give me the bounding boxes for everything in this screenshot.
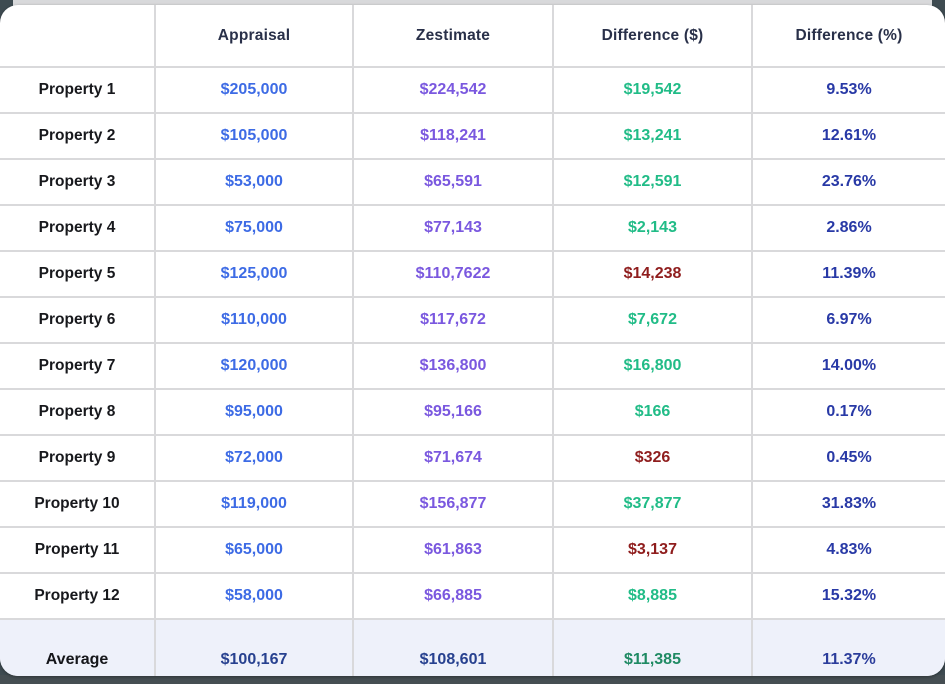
difference-usd-value: $37,877 <box>552 480 753 528</box>
difference-pct-value: 4.83% <box>751 526 945 574</box>
page-top-strip <box>13 0 932 6</box>
appraisal-value: $72,000 <box>154 434 354 482</box>
average-label: Average <box>0 618 156 676</box>
table-row: Property 12 $58,000 $66,885 $8,885 15.32% <box>0 572 945 620</box>
property-label: Property 4 <box>0 204 156 252</box>
table-row: Property 1 $205,000 $224,542 $19,542 9.53% <box>0 66 945 114</box>
property-label: Property 7 <box>0 342 156 390</box>
property-label: Property 2 <box>0 112 156 160</box>
comparison-table-card: Appraisal Zestimate Difference ($) Diffe… <box>0 5 945 676</box>
difference-usd-value: $7,672 <box>552 296 753 344</box>
difference-pct-value: 9.53% <box>751 66 945 114</box>
difference-pct-value: 11.39% <box>751 250 945 298</box>
zestimate-value: $118,241 <box>352 112 554 160</box>
col-header-zestimate: Zestimate <box>352 5 554 68</box>
appraisal-value: $205,000 <box>154 66 354 114</box>
difference-usd-value: $14,238 <box>552 250 753 298</box>
average-row: Average $100,167 $108,601 $11,385 11.37% <box>0 618 945 676</box>
difference-pct-value: 12.61% <box>751 112 945 160</box>
difference-usd-value: $8,885 <box>552 572 753 620</box>
property-label: Property 1 <box>0 66 156 114</box>
difference-pct-value: 0.45% <box>751 434 945 482</box>
table-row: Property 10 $119,000 $156,877 $37,877 31.83% <box>0 480 945 528</box>
zestimate-value: $61,863 <box>352 526 554 574</box>
zestimate-value: $136,800 <box>352 342 554 390</box>
average-appraisal-value: $100,167 <box>154 618 354 676</box>
average-difference-pct-value: 11.37% <box>751 618 945 676</box>
table-row: Property 2 $105,000 $118,241 $13,241 12.61% <box>0 112 945 160</box>
appraisal-value: $110,000 <box>154 296 354 344</box>
property-label: Property 6 <box>0 296 156 344</box>
property-label: Property 12 <box>0 572 156 620</box>
difference-usd-value: $3,137 <box>552 526 753 574</box>
difference-pct-value: 14.00% <box>751 342 945 390</box>
table-row: Property 5 $125,000 $110,7622 $14,238 11.39% <box>0 250 945 298</box>
header-row: Appraisal Zestimate Difference ($) Diffe… <box>0 5 945 68</box>
difference-pct-value: 0.17% <box>751 388 945 436</box>
property-label: Property 5 <box>0 250 156 298</box>
difference-pct-value: 31.83% <box>751 480 945 528</box>
appraisal-value: $75,000 <box>154 204 354 252</box>
zestimate-value: $224,542 <box>352 66 554 114</box>
appraisal-value: $120,000 <box>154 342 354 390</box>
col-header-property <box>0 5 156 68</box>
difference-usd-value: $2,143 <box>552 204 753 252</box>
difference-pct-value: 6.97% <box>751 296 945 344</box>
table-row: Property 4 $75,000 $77,143 $2,143 2.86% <box>0 204 945 252</box>
appraisal-zestimate-table: Appraisal Zestimate Difference ($) Diffe… <box>0 5 945 676</box>
average-zestimate-value: $108,601 <box>352 618 554 676</box>
appraisal-value: $119,000 <box>154 480 354 528</box>
appraisal-value: $125,000 <box>154 250 354 298</box>
table-row: Property 9 $72,000 $71,674 $326 0.45% <box>0 434 945 482</box>
zestimate-value: $156,877 <box>352 480 554 528</box>
property-label: Property 8 <box>0 388 156 436</box>
zestimate-value: $77,143 <box>352 204 554 252</box>
property-label: Property 11 <box>0 526 156 574</box>
appraisal-value: $65,000 <box>154 526 354 574</box>
difference-usd-value: $12,591 <box>552 158 753 206</box>
table-row: Property 3 $53,000 $65,591 $12,591 23.76% <box>0 158 945 206</box>
property-label: Property 9 <box>0 434 156 482</box>
appraisal-value: $58,000 <box>154 572 354 620</box>
zestimate-value: $71,674 <box>352 434 554 482</box>
zestimate-value: $65,591 <box>352 158 554 206</box>
difference-usd-value: $326 <box>552 434 753 482</box>
table-row: Property 6 $110,000 $117,672 $7,672 6.97% <box>0 296 945 344</box>
difference-usd-value: $13,241 <box>552 112 753 160</box>
difference-usd-value: $166 <box>552 388 753 436</box>
appraisal-value: $53,000 <box>154 158 354 206</box>
table-row: Property 11 $65,000 $61,863 $3,137 4.83% <box>0 526 945 574</box>
property-label: Property 10 <box>0 480 156 528</box>
zestimate-value: $66,885 <box>352 572 554 620</box>
appraisal-value: $95,000 <box>154 388 354 436</box>
zestimate-value: $95,166 <box>352 388 554 436</box>
table-row: Property 7 $120,000 $136,800 $16,800 14.00% <box>0 342 945 390</box>
zestimate-value: $117,672 <box>352 296 554 344</box>
average-difference-usd-value: $11,385 <box>552 618 753 676</box>
col-header-appraisal: Appraisal <box>154 5 354 68</box>
difference-pct-value: 23.76% <box>751 158 945 206</box>
difference-usd-value: $16,800 <box>552 342 753 390</box>
col-header-difference-pct: Difference (%) <box>751 5 945 68</box>
appraisal-value: $105,000 <box>154 112 354 160</box>
difference-pct-value: 2.86% <box>751 204 945 252</box>
zestimate-value: $110,7622 <box>352 250 554 298</box>
difference-usd-value: $19,542 <box>552 66 753 114</box>
property-label: Property 3 <box>0 158 156 206</box>
col-header-difference-usd: Difference ($) <box>552 5 753 68</box>
page-bottom-strip <box>0 675 945 684</box>
difference-pct-value: 15.32% <box>751 572 945 620</box>
table-row: Property 8 $95,000 $95,166 $166 0.17% <box>0 388 945 436</box>
